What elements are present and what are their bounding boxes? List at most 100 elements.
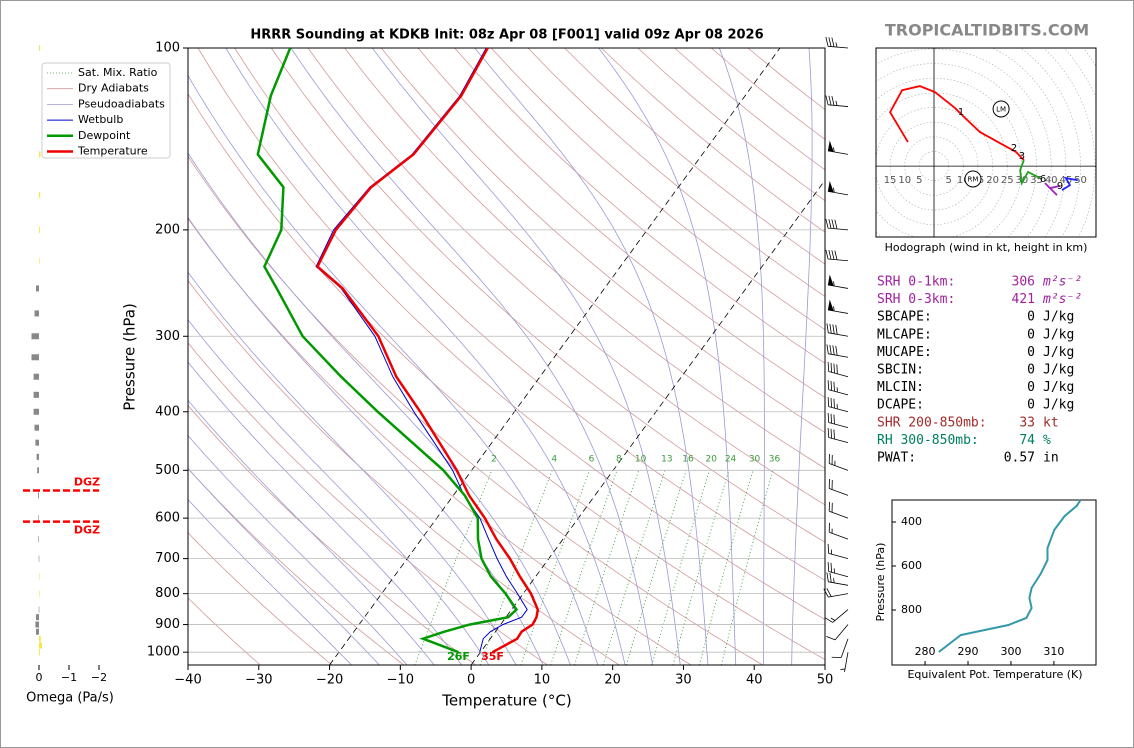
omega-bar — [35, 439, 39, 446]
dgz-label: DGZ — [74, 524, 100, 537]
omega-bar — [38, 515, 39, 522]
thetae-y-label: Pressure (hPa) — [874, 543, 887, 622]
index-unit: in — [1043, 451, 1059, 466]
wind-barb — [827, 413, 849, 429]
index-value: 421 — [1012, 292, 1035, 307]
legend-label: Wetbulb — [78, 113, 123, 126]
dry-adiabat — [188, 404, 476, 665]
omega-bar — [35, 621, 39, 628]
dry-adiabat — [188, 468, 405, 665]
dry-adiabat — [491, 48, 825, 331]
x-tick-label: 30 — [675, 673, 692, 688]
wind-barb — [831, 638, 849, 658]
omega-bar — [39, 226, 40, 233]
omega-bar — [37, 467, 39, 474]
index-value: 33 — [1019, 415, 1035, 430]
index-value: 0 — [1027, 398, 1035, 413]
legend-label: Sat. Mix. Ratio — [78, 66, 158, 79]
dry-adiabat — [188, 597, 261, 665]
mixing-ratio-label: 10 — [635, 455, 647, 465]
ring-label: 45 — [1059, 175, 1072, 186]
mixing-ratio-label: 16 — [682, 455, 694, 465]
x-tick-label: 290 — [958, 645, 979, 658]
wind-barb — [827, 180, 849, 196]
index-unit: J/kg — [1043, 380, 1074, 395]
pseudoadiabat — [718, 48, 765, 665]
x-tick-label: 40 — [746, 673, 763, 688]
pseudoadiabat — [188, 467, 380, 665]
pseudoadiabat — [188, 271, 517, 665]
storm-motion — [964, 170, 982, 188]
dry-adiabat — [188, 279, 620, 665]
omega-bar — [38, 555, 40, 562]
hodograph-caption: Hodograph (wind in kt, height in km) — [885, 241, 1088, 254]
height-label: 6 — [1040, 174, 1046, 185]
height-label: 2 — [1011, 143, 1017, 154]
x-tick-label: 0 — [467, 673, 475, 688]
mixing-ratio-label: 30 — [749, 455, 761, 465]
ring-label: 15 — [884, 175, 897, 186]
pseudoadiabat — [225, 48, 626, 665]
omega-bar — [34, 424, 39, 431]
mixing-ratio-label: 4 — [551, 455, 557, 465]
mixing-ratio-line — [625, 470, 687, 665]
legend-label: Dry Adiabats — [78, 82, 149, 95]
mixing-ratio-line — [602, 470, 666, 665]
wind-barb — [823, 588, 849, 598]
mixing-ratio-line — [651, 470, 711, 665]
omega-bar — [34, 310, 39, 317]
wind-barb — [825, 95, 849, 107]
mixing-ratio-line — [672, 470, 730, 665]
y-tick-label: 1000 — [147, 645, 180, 660]
x-tick-label: 0 — [36, 671, 43, 684]
x-tick-label: −10 — [387, 673, 414, 688]
profile-line — [256, 48, 519, 654]
pseudoadiabat — [474, 48, 709, 665]
y-tick-label: 400 — [155, 404, 180, 419]
height-label: 3 — [1019, 151, 1025, 162]
storm-motion — [992, 100, 1010, 118]
omega-bar — [33, 408, 39, 415]
index-label: MUCAPE: — [877, 345, 932, 360]
wind-barb — [828, 478, 849, 496]
index-label: MLCAPE: — [877, 327, 932, 342]
hodograph-frame — [875, 47, 1097, 238]
index-label: RH 300-850mb: — [877, 433, 979, 448]
isotherm — [329, 48, 781, 665]
mixing-ratio-label: 20 — [706, 455, 718, 465]
index-value: 0 — [1027, 363, 1035, 378]
wind-barb — [827, 140, 849, 155]
mixing-ratio-label: 13 — [661, 455, 672, 465]
y-tick-label: 500 — [155, 463, 180, 478]
hodograph-trace — [1019, 159, 1041, 186]
mixing-ratio-label: 24 — [725, 455, 737, 465]
omega-bar — [33, 391, 39, 398]
hodograph: 15105510152025303540455012369LMRM — [876, 48, 1096, 237]
hodograph-trace — [889, 85, 1025, 161]
y-tick-label: 800 — [901, 603, 922, 616]
index-unit: % — [1043, 433, 1051, 448]
index-unit: J/kg — [1043, 327, 1074, 342]
pseudoadiabat — [188, 216, 544, 665]
wind-barb — [828, 501, 849, 519]
hodograph-trace — [1044, 182, 1061, 196]
pseudoadiabat — [188, 319, 490, 665]
ring-label: 5 — [916, 175, 922, 186]
dry-adiabat — [380, 48, 825, 434]
panel-frame — [891, 499, 1097, 666]
ring-label: 5 — [945, 175, 951, 186]
omega-bar — [36, 614, 39, 621]
x-tick-label: −2 — [91, 671, 107, 684]
omega-bar — [39, 573, 40, 580]
x-tick-label: 310 — [1043, 645, 1064, 658]
ring-label: 40 — [1045, 175, 1058, 186]
index-label: SRH 0-3km: — [877, 292, 955, 307]
index-value: 0 — [1027, 310, 1035, 325]
wind-barb — [827, 397, 849, 413]
legend-label: Dewpoint — [78, 129, 131, 142]
chart-title: HRRR Sounding at KDKB Init: 08z Apr 08 [… — [250, 28, 763, 43]
x-tick-label: 300 — [1000, 645, 1021, 658]
dry-adiabat — [188, 532, 333, 665]
wind-barb — [827, 362, 849, 378]
legend-box — [41, 62, 171, 159]
